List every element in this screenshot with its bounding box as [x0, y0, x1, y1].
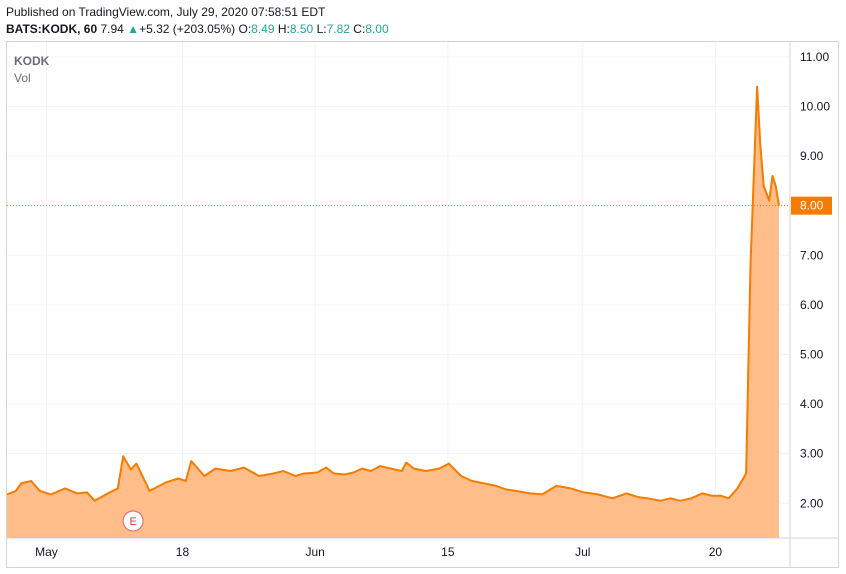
legend-ticker: KODK	[14, 54, 50, 68]
high-value: 8.50	[289, 22, 314, 36]
earnings-marker-icon[interactable]	[122, 510, 144, 532]
x-tick-label: 18	[176, 545, 190, 559]
x-tick-label: Jul	[575, 545, 590, 559]
low-value: 7.82	[326, 22, 350, 36]
close-value: 8.00	[365, 22, 389, 36]
x-tick-label: 15	[441, 545, 455, 559]
symbol-label: BATS:KODK, 60	[6, 22, 98, 36]
close-label: C:	[353, 22, 366, 36]
price-area-fill	[7, 86, 779, 538]
low-label: L:	[316, 22, 327, 36]
last-price-label: 8.00	[800, 199, 824, 213]
y-tick-label: 7.00	[800, 248, 824, 262]
y-tick-label: 11.00	[800, 50, 829, 64]
x-tick-label: May	[35, 545, 58, 559]
y-tick-label: 4.00	[800, 397, 824, 411]
chart-frame	[6, 41, 839, 568]
ohlc-bar: BATS:KODK, 60 7.94 ▲+5.32 (+203.05%) O:8…	[6, 22, 389, 36]
up-arrow-icon: ▲	[127, 22, 140, 36]
price-line	[6, 85, 780, 502]
open-label: O:	[238, 22, 252, 36]
x-tick-label: 20	[709, 545, 723, 559]
y-tick-label: 2.00	[800, 496, 824, 510]
open-value: 8.49	[251, 22, 275, 36]
y-tick-label: 6.00	[800, 298, 824, 312]
change-value: +5.32 (+203.05%)	[139, 22, 236, 36]
y-tick-label: 5.00	[800, 347, 824, 361]
chart-legend: KODK Vol	[14, 53, 49, 87]
y-tick-label: 3.00	[800, 447, 824, 461]
published-caption: Published on TradingView.com, July 29, 2…	[6, 5, 326, 19]
last-price-badge	[791, 196, 832, 215]
earnings-marker-label: E	[129, 516, 136, 528]
legend-volume: Vol	[14, 71, 31, 85]
high-label: H:	[277, 22, 290, 36]
y-tick-label: 10.00	[800, 99, 830, 113]
last-price-value: 7.94	[100, 22, 124, 36]
x-tick-label: Jun	[305, 545, 324, 559]
y-tick-label: 9.00	[800, 149, 824, 163]
